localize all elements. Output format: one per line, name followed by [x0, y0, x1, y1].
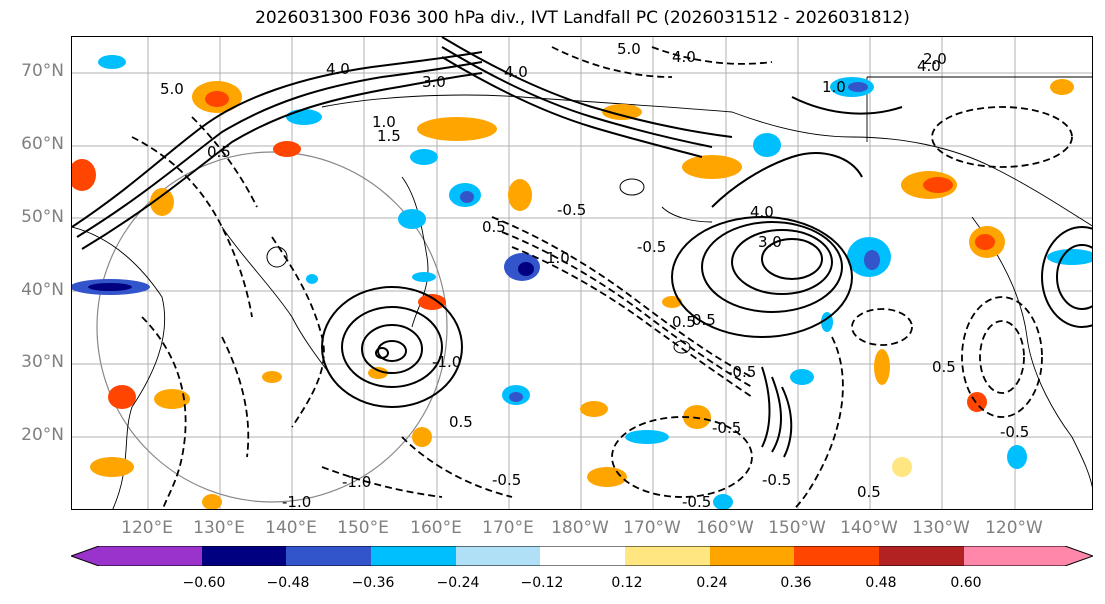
contour-label: 4.0 [326, 60, 350, 78]
contour-label: -0.5 [1000, 423, 1029, 441]
contour-label: 0.5 [482, 218, 506, 236]
lon-label: 170°E [482, 518, 534, 538]
colorbar-tick-label: 0.24 [696, 575, 728, 591]
lat-label: 60°N [21, 134, 64, 154]
lon-label: 130°W [912, 518, 970, 538]
contour-label: -0.5 [682, 493, 711, 510]
contour-label: -0.5 [727, 363, 756, 381]
contour-label: 4.0 [917, 57, 941, 75]
contour-label: 0.5 [672, 313, 696, 331]
contour-labels: 5.0 4.0 3.0 4.0 5.0 4.0 2.0 4.0 1.0 1.5 … [160, 40, 1029, 510]
colorbar-segment [456, 546, 540, 566]
lon-label: 160°W [696, 518, 754, 538]
colorbar-tick-label: −0.36 [351, 575, 395, 591]
lon-label: 180°W [551, 518, 609, 538]
colorbar-segment [964, 546, 1093, 566]
contour-label: 0.5 [932, 358, 956, 376]
lon-label: 160°E [410, 518, 462, 538]
contour-label: 0.5 [207, 143, 231, 161]
contour-label: 4.0 [504, 63, 528, 81]
ivt-positive-contours [72, 37, 1092, 458]
contour-label: 1.0 [546, 249, 570, 267]
colorbar-tick-label: 0.48 [865, 575, 897, 591]
colorbar-segment [625, 546, 710, 566]
lon-label: 120°E [121, 518, 173, 538]
colorbar-segments [71, 546, 1093, 566]
colorbar-tick-label: 0.60 [950, 575, 982, 591]
landfall-region-circle [96, 151, 448, 503]
colorbar-segment [371, 546, 456, 566]
contour-label: 1.5 [377, 127, 401, 145]
lon-label: 150°W [768, 518, 826, 538]
contour-label: -0.5 [492, 471, 521, 489]
lon-label: 130°E [193, 518, 245, 538]
contour-label: 1.0 [822, 78, 846, 96]
lon-label: 150°E [337, 518, 389, 538]
lon-label: 140°W [840, 518, 898, 538]
contour-label: -0.5 [557, 201, 586, 219]
coastlines [72, 76, 1092, 509]
contour-label: -0.5 [762, 471, 791, 489]
thin-contours [266, 178, 691, 354]
colorbar-tick-label: −0.12 [520, 575, 564, 591]
colorbar [71, 546, 1093, 566]
contour-label: 0.5 [857, 483, 881, 501]
contour-label: -0.5 [712, 419, 741, 437]
colorbar-tick-label: −0.60 [182, 575, 226, 591]
contour-label: -1.0 [282, 493, 311, 510]
contour-label: 0.5 [449, 413, 473, 431]
contour-label: 2.0 [923, 50, 947, 68]
contour-label: -1.0 [342, 473, 371, 491]
ivt-negative-contours [131, 46, 1073, 509]
colorbar-segment [794, 546, 879, 566]
contour-label: 4.0 [750, 203, 774, 221]
lat-label: 50°N [21, 207, 64, 227]
contour-label: 4.0 [672, 48, 696, 66]
contour-label: 5.0 [617, 40, 641, 58]
divergence-negative-shading [72, 55, 1092, 509]
colorbar-segment [710, 546, 794, 566]
map-title: 2026031300 F036 300 hPa div., IVT Landfa… [255, 8, 910, 28]
colorbar-segment [202, 546, 286, 566]
lat-label: 20°N [21, 425, 64, 445]
contour-label: 5.0 [160, 80, 184, 98]
lon-label: 120°W [985, 518, 1043, 538]
contour-label: -0.5 [637, 238, 666, 256]
contour-label: 1.0 [372, 113, 396, 131]
contour-label: -1.0 [432, 353, 461, 371]
contour-label: 3.0 [758, 233, 782, 251]
lon-label: 140°E [265, 518, 317, 538]
lat-label: 70°N [21, 61, 64, 81]
map-canvas: 5.0 4.0 3.0 4.0 5.0 4.0 2.0 4.0 1.0 1.5 … [72, 37, 1092, 510]
colorbar-segment [286, 546, 371, 566]
colorbar-segment [540, 546, 625, 566]
divergence-positive-shading [72, 79, 1074, 509]
lat-label: 40°N [21, 280, 64, 300]
lat-label: 30°N [21, 352, 64, 372]
lon-label: 170°W [623, 518, 681, 538]
colorbar-tick-label: 0.36 [780, 575, 812, 591]
colorbar-tick-label: −0.48 [266, 575, 310, 591]
colorbar-segment [71, 546, 202, 566]
colorbar-tick-label: 0.12 [611, 575, 643, 591]
contour-label: 0.5 [692, 311, 716, 329]
colorbar-tick-label: −0.24 [436, 575, 480, 591]
contour-label: 3.0 [422, 73, 446, 91]
map-panel: 5.0 4.0 3.0 4.0 5.0 4.0 2.0 4.0 1.0 1.5 … [71, 36, 1093, 510]
colorbar-segment [879, 546, 964, 566]
